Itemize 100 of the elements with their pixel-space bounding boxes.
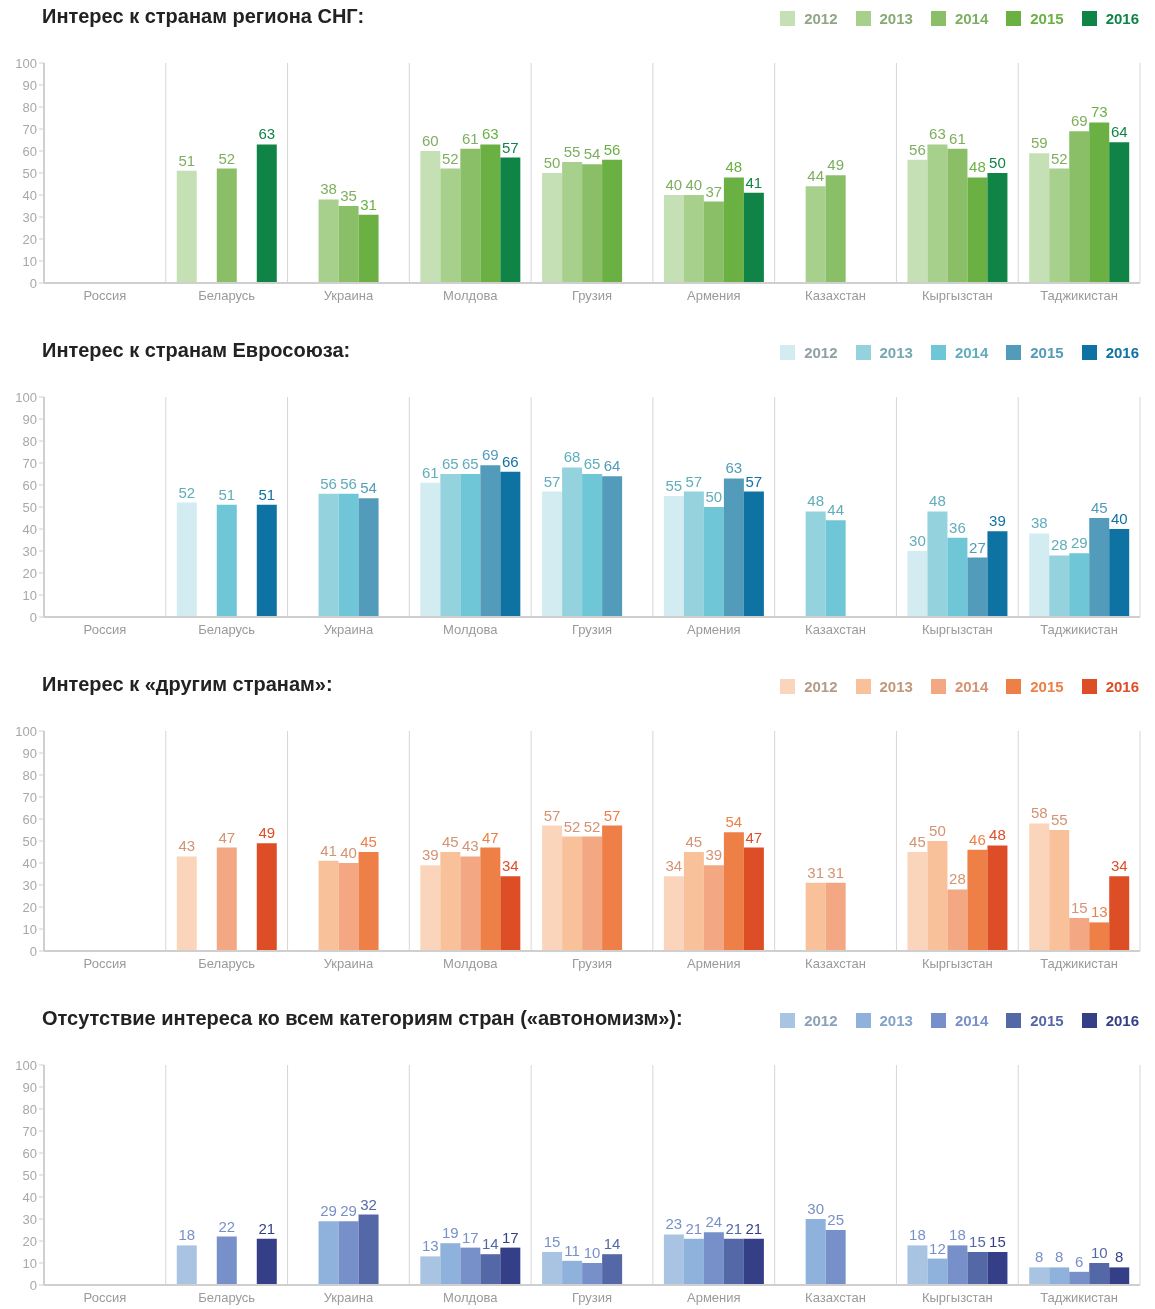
legend-label: 2015: [1030, 678, 1064, 695]
data-label: 61: [949, 129, 966, 147]
x-tick-label: Молдова: [443, 956, 499, 972]
data-label: 57: [745, 472, 763, 490]
data-label: 17: [501, 1228, 519, 1246]
x-tick-label: Армения: [687, 1290, 741, 1306]
data-label: 19: [441, 1224, 459, 1242]
data-label: 40: [1110, 510, 1128, 527]
legend-label: 2012: [804, 10, 838, 27]
data-label: 35: [340, 187, 357, 204]
data-label: 22: [218, 1217, 236, 1235]
bar: [542, 825, 563, 951]
bar: [825, 882, 846, 951]
bar: [723, 478, 744, 617]
data-label: 15: [1070, 899, 1088, 916]
legend-label: 2014: [954, 10, 989, 27]
bar: [683, 852, 704, 951]
y-tick-label: 100: [15, 389, 37, 405]
bar: [825, 1230, 846, 1285]
y-tick-label: 80: [22, 1101, 37, 1117]
bar: [683, 491, 704, 617]
legend-label: 2012: [804, 1012, 838, 1029]
bar: [947, 1245, 968, 1285]
data-label: 65: [461, 455, 479, 472]
bar: [987, 1252, 1008, 1285]
data-label: 34: [1110, 857, 1128, 875]
x-tick-label: Казахстан: [805, 288, 867, 304]
data-label: 56: [909, 140, 926, 158]
bar: [318, 860, 339, 951]
y-tick-label: 20: [22, 231, 37, 247]
y-tick-label: 60: [22, 477, 37, 493]
bar: [805, 1219, 826, 1285]
y-tick-label: 80: [22, 433, 37, 449]
data-label: 50: [543, 154, 561, 171]
data-label: 41: [745, 173, 763, 191]
data-label: 23: [665, 1215, 683, 1233]
bar: [743, 847, 764, 951]
bar: [1029, 533, 1050, 617]
bar: [318, 199, 339, 283]
data-label: 58: [1030, 804, 1048, 822]
data-label: 45: [1090, 499, 1108, 516]
bar: [602, 1254, 623, 1285]
y-tick-label: 10: [22, 587, 37, 603]
x-tick-label: Украина: [323, 956, 374, 972]
legend-label: 2012: [804, 344, 838, 361]
data-label: 8: [1055, 1248, 1064, 1266]
x-tick-label: Кыргызстан: [921, 1290, 993, 1306]
data-label: 45: [441, 833, 459, 850]
x-tick-label: Грузия: [571, 1290, 613, 1306]
data-label: 39: [421, 846, 439, 864]
bar: [805, 511, 826, 617]
x-tick-label: Украина: [323, 622, 374, 638]
bar: [663, 876, 684, 951]
bar: [967, 177, 988, 283]
data-label: 54: [360, 479, 377, 497]
y-tick-label: 20: [22, 565, 37, 581]
bar: [723, 832, 744, 951]
bar: [987, 531, 1008, 617]
bar: [500, 876, 521, 951]
bar: [176, 856, 197, 951]
x-tick-label: Россия: [83, 288, 127, 304]
y-tick-label: 40: [22, 187, 37, 203]
y-tick-label: 40: [22, 1189, 37, 1205]
x-tick-label: Беларусь: [198, 956, 256, 972]
bar: [1069, 553, 1090, 617]
data-label: 29: [1070, 534, 1088, 552]
bar: [1049, 1267, 1070, 1285]
bar: [1049, 168, 1070, 283]
bar: [967, 849, 988, 951]
chart-title: Интерес к странам Евросоюза:: [42, 339, 351, 362]
y-tick-label: 70: [22, 789, 37, 805]
bar: [460, 474, 481, 617]
data-label: 8: [1115, 1248, 1124, 1266]
x-tick-label: Армения: [687, 622, 741, 638]
data-label: 48: [807, 492, 825, 510]
bar: [338, 863, 359, 951]
data-label: 45: [360, 833, 377, 850]
x-tick-label: Таджикистан: [1040, 288, 1119, 304]
data-label: 32: [360, 1195, 377, 1213]
x-tick-label: Таджикистан: [1040, 1290, 1119, 1306]
bar: [358, 214, 379, 283]
bar: [1049, 555, 1070, 617]
bar: [825, 520, 846, 617]
legend-label: 2013: [879, 10, 913, 27]
x-tick-label: Беларусь: [198, 288, 256, 304]
bar: [663, 195, 684, 283]
bar: [542, 1252, 563, 1285]
bar: [582, 474, 603, 617]
y-tick-label: 50: [22, 1167, 37, 1183]
bar: [825, 175, 846, 283]
bar: [358, 498, 379, 617]
data-label: 69: [481, 446, 499, 464]
bar: [683, 1238, 704, 1285]
bar: [358, 852, 379, 951]
data-label: 55: [665, 477, 683, 494]
bar: [420, 865, 441, 951]
data-label: 50: [929, 822, 946, 839]
y-tick-label: 80: [22, 767, 37, 783]
data-label: 64: [1110, 123, 1128, 141]
data-label: 48: [725, 158, 743, 176]
